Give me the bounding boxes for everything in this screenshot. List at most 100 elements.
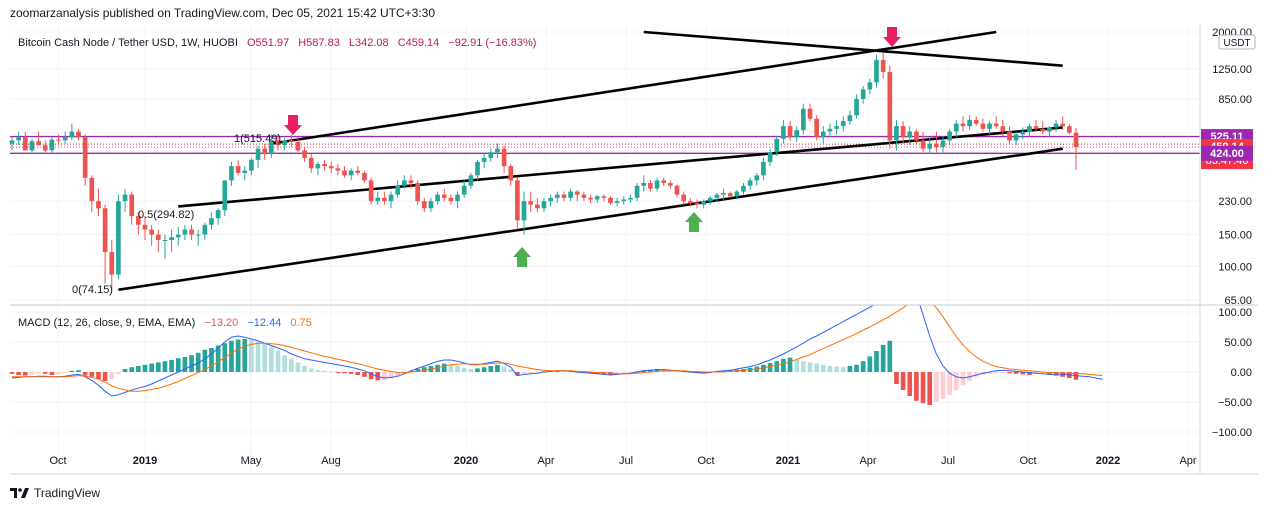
macd-hist-bar: [840, 367, 846, 372]
macd-hist-bar: [515, 372, 520, 376]
macd-hist-bar: [415, 369, 420, 372]
symbol-name: Bitcoin Cash Node / Tether USD, 1W, HUOB…: [18, 37, 238, 49]
macd-hist-bar: [521, 372, 527, 374]
macd-label: MACD (12, 26, close, 9, EMA, EMA): [18, 317, 195, 329]
macd-hist-bar: [721, 370, 726, 372]
macd-hist-bar: [528, 372, 534, 374]
macd-hist-bar: [993, 372, 999, 374]
candle-body: [581, 194, 587, 198]
macd-hist-bar: [495, 364, 500, 372]
macd-hist-bar: [588, 372, 593, 374]
macd-hist-bar: [767, 363, 773, 372]
macd-hist-bar: [116, 372, 121, 375]
macd-hist-bar: [781, 358, 786, 372]
candle-body: [827, 128, 833, 132]
candle-body: [22, 137, 28, 151]
macd-hist-bar: [927, 372, 933, 405]
candle-body: [315, 163, 321, 169]
macd-hist-bar: [601, 372, 607, 375]
macd-hist-bar: [182, 357, 188, 372]
candle-body: [435, 194, 440, 202]
macd-hist-value: −13.20: [204, 317, 238, 329]
macd-hist-bar: [335, 372, 341, 373]
macd-hist-bar: [129, 367, 135, 372]
candle-body: [468, 175, 474, 186]
candle-body: [820, 131, 826, 138]
candle-body: [1040, 128, 1046, 132]
macd-hist-bar: [987, 372, 992, 374]
price-axis[interactable]: 2000.001250.00850.00230.00150.00100.0065…: [1212, 27, 1252, 307]
price-tick-label: 850.00: [1218, 94, 1252, 106]
candle-body: [142, 224, 148, 230]
candle-body: [648, 183, 653, 189]
candle-body: [721, 193, 726, 195]
ohlc-high: H587.83: [298, 37, 340, 49]
candle-body: [794, 130, 800, 138]
macd-hist-bar: [16, 372, 21, 375]
tradingview-footer[interactable]: TradingView: [10, 484, 100, 502]
macd-hist-bar: [189, 355, 194, 372]
macd-hist-bar: [1040, 372, 1046, 374]
candle-body: [348, 170, 354, 176]
macd-hist-bar: [362, 372, 367, 377]
svg-text:Bitcoin Cash Node / Tether USD: Bitcoin Cash Node / Tether USD, 1W, HUOB…: [18, 37, 536, 49]
candle-body: [814, 118, 819, 138]
candle-body: [308, 157, 314, 169]
grid-lines: [10, 24, 1200, 474]
macd-signal-value: 0.75: [290, 317, 311, 329]
candle-body: [262, 148, 268, 155]
candle-body: [229, 166, 234, 181]
candle-body: [1020, 131, 1026, 135]
macd-hist-bar: [874, 351, 879, 372]
candle-body: [668, 183, 673, 186]
macd-hist-bar: [867, 356, 873, 372]
macd-legend: MACD (12, 26, close, 9, EMA, EMA) −13.20…: [18, 317, 312, 329]
macd-hist-bar: [1013, 372, 1019, 374]
candle-body: [249, 159, 254, 171]
candle-body: [947, 131, 952, 141]
fib-label: 1(515.49): [234, 133, 281, 145]
macd-hist-bar: [149, 363, 154, 372]
time-tick-label: Apr: [537, 455, 554, 467]
candle-body: [694, 202, 700, 205]
candle-body: [362, 172, 367, 181]
candle-body: [528, 201, 534, 205]
candle-body: [82, 137, 88, 178]
fib-label: 0.5(294.82): [138, 209, 194, 221]
price-tick-label: 65.00: [1224, 295, 1252, 307]
arrow-up-icon: [513, 247, 531, 267]
macd-hist-bar: [209, 348, 214, 372]
macd-hist-bar: [69, 370, 75, 372]
macd-hist-bar: [960, 372, 966, 386]
candle-body: [707, 197, 713, 202]
macd-hist-bar: [475, 368, 480, 372]
candle-body: [554, 194, 560, 198]
candle-body: [368, 180, 374, 202]
macd-hist-bar: [9, 372, 15, 374]
macd-hist-bar: [880, 345, 886, 372]
candle-body: [634, 185, 640, 198]
price-tag: [1201, 145, 1253, 161]
candle-body: [787, 126, 793, 138]
macd-hist-bar: [109, 372, 115, 380]
candle-body: [169, 237, 174, 240]
macd-hist-bar: [827, 366, 833, 372]
candle-body: [515, 180, 520, 221]
time-axis[interactable]: Oct 2019 May Aug 2020 Apr Jul Oct 2021 Apr Jul Oct 2…: [49, 455, 1196, 467]
fib-labels: 1(515.49) 0.5(294.82) 0(74.15): [72, 133, 281, 296]
macd-hist-bar: [255, 340, 261, 372]
candle-body: [375, 197, 381, 202]
macd-hist-bar: [1000, 372, 1006, 373]
candle-body: [69, 131, 75, 138]
macd-hist-bar: [1020, 372, 1026, 375]
macd-hist-bar: [275, 350, 281, 372]
price-tick-label: 1250.00: [1212, 64, 1252, 76]
candle-body: [727, 193, 733, 197]
candle-body: [741, 185, 746, 192]
currency-badge[interactable]: USDT: [1218, 34, 1256, 50]
macd-hist-bar: [328, 371, 334, 373]
channel-line-3: [643, 30, 1063, 67]
macd-tick-label: 50.00: [1224, 337, 1252, 349]
